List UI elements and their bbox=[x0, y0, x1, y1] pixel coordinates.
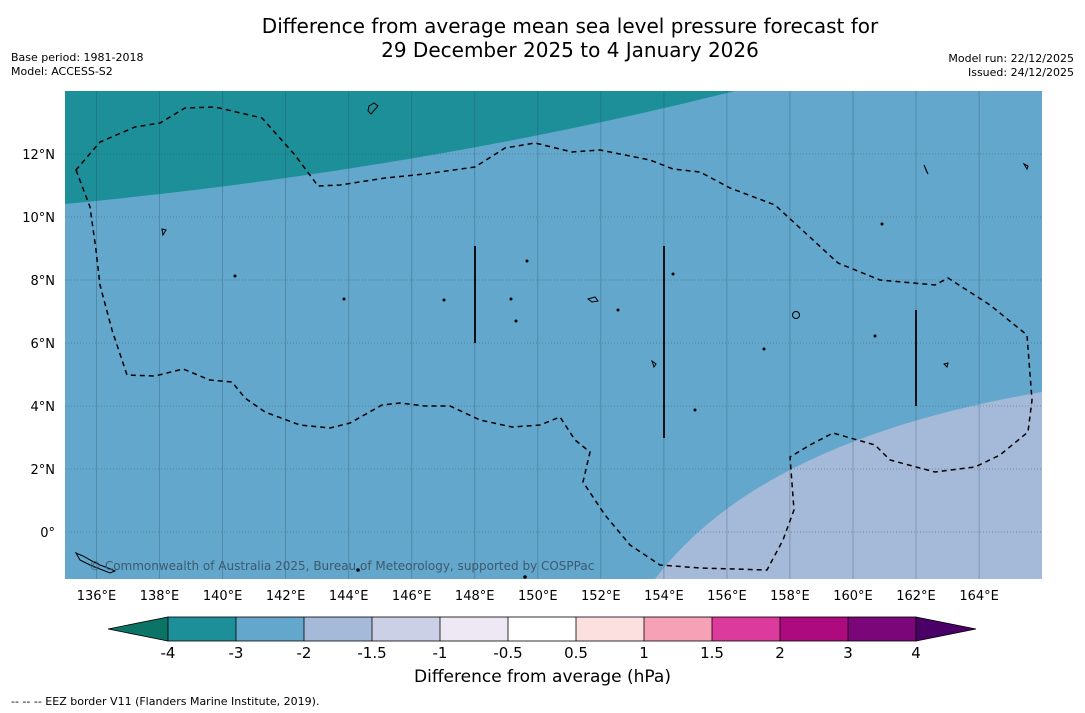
lon-axis-labels: 136°E 138°E 140°E 142°E 144°E 146°E 148°… bbox=[77, 589, 999, 604]
island-nukuoro bbox=[651, 359, 657, 369]
colorbar-bin-3 bbox=[304, 617, 372, 641]
colorbar-tick-2: -2 bbox=[297, 644, 312, 662]
colorbar-bin-4 bbox=[372, 617, 440, 641]
colorbar-tick-5: -0.5 bbox=[493, 644, 522, 662]
lat-label-0: 0° bbox=[40, 526, 55, 541]
lon-label-160: 160°E bbox=[833, 589, 873, 604]
colorbar-tick-11: 4 bbox=[911, 644, 921, 662]
model-name: Model: ACCESS-S2 bbox=[11, 65, 113, 78]
colorbar-under-arrow bbox=[107, 616, 169, 642]
meta-right: Model run: 22/12/2025 Issued: 24/12/2025 bbox=[948, 52, 1074, 80]
island-dot-3 bbox=[514, 319, 518, 323]
colorbar: -4 -3 -2 -1.5 -1 -0.5 0.5 1 1.5 2 3 4 bbox=[107, 616, 977, 662]
colorbar-outline bbox=[167, 616, 917, 642]
lat-label-10: 10°N bbox=[22, 211, 55, 226]
lat-label-4: 4°N bbox=[31, 400, 56, 415]
colorbar-tick-8: 1.5 bbox=[700, 644, 724, 662]
lon-label-164: 164°E bbox=[959, 589, 999, 604]
base-period: Base period: 1981-2018 bbox=[11, 51, 144, 64]
island-dot-5 bbox=[693, 408, 697, 412]
island-enewetak bbox=[1022, 162, 1029, 171]
colorbar-bin-5 bbox=[440, 617, 508, 641]
colorbar-tick-0: -4 bbox=[161, 644, 176, 662]
island-kosrae bbox=[943, 362, 949, 368]
colorbar-bin-6 bbox=[508, 617, 576, 641]
colorbar-tick-1: -3 bbox=[229, 644, 244, 662]
lon-label-154: 154°E bbox=[644, 589, 684, 604]
lat-label-2: 2°N bbox=[31, 463, 56, 478]
island-dot-11 bbox=[616, 308, 620, 312]
lon-label-152: 152°E bbox=[581, 589, 621, 604]
colorbar-tick-10: 3 bbox=[843, 644, 853, 662]
lon-label-150: 150°E bbox=[518, 589, 558, 604]
issued-date: Issued: 24/12/2025 bbox=[967, 66, 1074, 79]
island-dot-7 bbox=[873, 334, 877, 338]
colorbar-tick-9: 2 bbox=[775, 644, 785, 662]
colorbar-title: Difference from average (hPa) bbox=[414, 667, 671, 687]
island-dot-4 bbox=[671, 272, 675, 276]
lon-label-136: 136°E bbox=[77, 589, 117, 604]
lon-label-144: 144°E bbox=[329, 589, 369, 604]
island-pohnpei bbox=[792, 311, 800, 319]
field-northwest bbox=[65, 91, 735, 204]
colorbar-tick-labels: -4 -3 -2 -1.5 -1 -0.5 0.5 1 1.5 2 3 4 bbox=[161, 644, 921, 662]
footer-note: -- -- -- EEZ border V11 (Flanders Marine… bbox=[11, 695, 320, 708]
lon-label-162: 162°E bbox=[896, 589, 936, 604]
island-ulithi bbox=[161, 228, 167, 237]
title-line-1: Difference from average mean sea level p… bbox=[261, 14, 879, 38]
island-dot-8 bbox=[442, 298, 446, 302]
lon-label-146: 146°E bbox=[392, 589, 432, 604]
lat-label-8: 8°N bbox=[31, 274, 56, 289]
colorbar-bin-1 bbox=[168, 617, 236, 641]
lon-label-148: 148°E bbox=[455, 589, 495, 604]
islands bbox=[74, 102, 1029, 579]
island-dot-12 bbox=[762, 347, 766, 351]
model-run: Model run: 22/12/2025 bbox=[948, 52, 1074, 65]
lon-label-140: 140°E bbox=[203, 589, 243, 604]
lat-axis-labels: 0° 2°N 4°N 6°N 8°N 10°N 12°N bbox=[22, 148, 55, 541]
lon-label-138: 138°E bbox=[140, 589, 180, 604]
colorbar-tick-3: -1.5 bbox=[357, 644, 386, 662]
lon-label-158: 158°E bbox=[770, 589, 810, 604]
lon-label-142: 142°E bbox=[266, 589, 306, 604]
graticule bbox=[65, 153, 1042, 533]
island-dot-2 bbox=[509, 297, 513, 301]
island-dot-14 bbox=[523, 575, 527, 579]
island-dot-9 bbox=[233, 274, 237, 278]
island-dot-6 bbox=[880, 222, 884, 226]
island-fais bbox=[367, 102, 379, 115]
colorbar-tick-6: 0.5 bbox=[564, 644, 588, 662]
island-dot-13 bbox=[356, 568, 360, 572]
island-dot-1 bbox=[525, 259, 529, 263]
island-north-atolls bbox=[923, 164, 929, 175]
colorbar-bin-9 bbox=[712, 617, 780, 641]
island-palau bbox=[74, 551, 117, 574]
colorbar-bin-8 bbox=[644, 617, 712, 641]
map-panel: © Commonwealth of Australia 2025, Bureau… bbox=[65, 91, 1042, 579]
island-dot-10 bbox=[342, 297, 346, 301]
island-chuuk bbox=[586, 296, 599, 303]
colorbar-bin-11 bbox=[848, 617, 916, 641]
title-line-2: 29 December 2025 to 4 January 2026 bbox=[381, 38, 759, 62]
lat-label-12: 12°N bbox=[22, 148, 55, 163]
colorbar-dividers bbox=[167, 616, 917, 642]
colorbar-bin-2 bbox=[236, 617, 304, 641]
colorbar-over-arrow bbox=[915, 616, 977, 642]
copyright-notice: © Commonwealth of Australia 2025, Bureau… bbox=[89, 559, 594, 573]
lon-label-156: 156°E bbox=[707, 589, 747, 604]
meta-left: Base period: 1981-2018 Model: ACCESS-S2 bbox=[11, 51, 143, 79]
eez-border-fsm bbox=[75, 106, 1033, 571]
colorbar-tick-4: -1 bbox=[433, 644, 448, 662]
field-southeast bbox=[655, 392, 1042, 579]
colorbar-bin-7 bbox=[576, 617, 644, 641]
chart-title: Difference from average mean sea level p… bbox=[0, 14, 1085, 62]
island-markers bbox=[474, 246, 917, 438]
colorbar-tick-7: 1 bbox=[639, 644, 649, 662]
colorbar-bin-10 bbox=[780, 617, 848, 641]
lat-label-6: 6°N bbox=[31, 337, 56, 352]
